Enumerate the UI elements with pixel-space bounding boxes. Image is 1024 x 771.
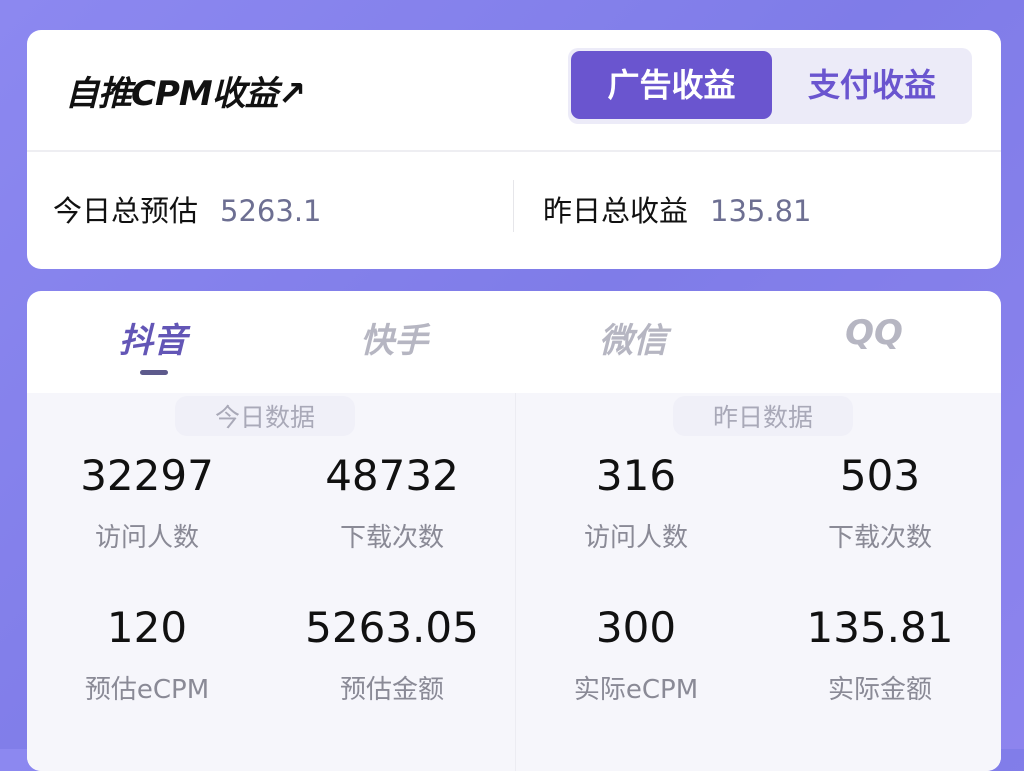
today-amount-label: 预估金额 (339, 675, 444, 705)
today-total-label: 今日总预估 (53, 194, 199, 228)
payment-revenue-button[interactable]: 支付收益 (807, 66, 936, 104)
yesterday-downloads-value: 503 (839, 451, 921, 500)
yesterday-total-value: 135.81 (710, 194, 812, 228)
platform-stats-card: 抖音 快手 微信 QQ 今日数据 昨日数据 32297 访问人数 48732 下… (27, 291, 1001, 771)
today-ecpm-label: 预估eCPM (84, 675, 210, 705)
today-ecpm-value: 120 (106, 603, 188, 652)
yesterday-ecpm-value: 300 (595, 603, 677, 652)
yesterday-ecpm-label: 实际eCPM (573, 675, 699, 705)
yesterday-data-heading: 昨日数据 (673, 396, 853, 436)
tab-kuaishou[interactable]: 快手 (360, 321, 428, 361)
divider (513, 180, 514, 232)
revenue-summary-card: 自推CPM收益↗ 广告收益 支付收益 今日总预估 5263.1 昨日总收益 135.… (27, 30, 1001, 269)
page-title: 自推CPM收益↗ (65, 74, 306, 114)
yesterday-downloads-label: 下载次数 (827, 523, 932, 553)
stats-body (27, 393, 1001, 771)
tab-wechat[interactable]: 微信 (599, 321, 667, 361)
tab-qq[interactable]: QQ (845, 313, 903, 353)
yesterday-visitors-label: 访问人数 (583, 523, 688, 553)
yesterday-visitors-value: 316 (595, 451, 677, 500)
today-downloads-label: 下载次数 (339, 523, 444, 553)
yesterday-total-revenue: 昨日总收益 135.81 (543, 188, 812, 230)
today-amount-value: 5263.05 (305, 603, 479, 652)
today-visitors-value: 32297 (80, 451, 214, 500)
divider (27, 150, 1001, 152)
yesterday-amount-label: 实际金额 (827, 675, 932, 705)
tab-douyin[interactable]: 抖音 (119, 321, 187, 361)
today-data-heading: 今日数据 (175, 396, 355, 436)
divider (515, 393, 516, 771)
today-total-value: 5263.1 (220, 194, 322, 228)
active-tab-indicator (140, 370, 168, 375)
ad-revenue-button[interactable]: 广告收益 (571, 51, 772, 119)
today-visitors-label: 访问人数 (94, 523, 199, 553)
today-downloads-value: 48732 (325, 451, 459, 500)
yesterday-amount-value: 135.81 (806, 603, 954, 652)
today-total-estimate: 今日总预估 5263.1 (53, 188, 322, 230)
revenue-type-toggle: 广告收益 支付收益 (568, 48, 972, 124)
yesterday-total-label: 昨日总收益 (543, 194, 689, 228)
